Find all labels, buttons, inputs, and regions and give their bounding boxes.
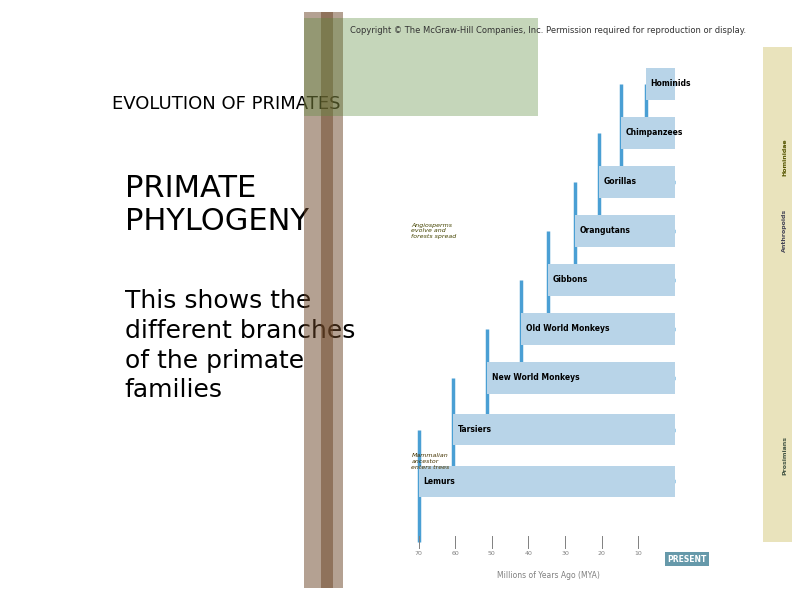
Bar — [575, 215, 675, 247]
Text: Mammalian
ancestor
enters trees: Mammalian ancestor enters trees — [411, 453, 450, 470]
Text: 50: 50 — [488, 551, 496, 556]
Bar — [321, 12, 343, 588]
Text: Hominidae: Hominidae — [782, 139, 787, 176]
Bar — [599, 166, 675, 198]
Text: Millions of Years Ago (MYA): Millions of Years Ago (MYA) — [497, 571, 599, 580]
Text: 30: 30 — [561, 551, 569, 556]
Text: Gorillas: Gorillas — [604, 178, 637, 187]
Bar — [418, 466, 675, 497]
Bar — [548, 264, 675, 296]
Text: Orangutans: Orangutans — [580, 226, 630, 235]
Text: Chimpanzees: Chimpanzees — [626, 128, 683, 137]
Text: 60: 60 — [451, 551, 459, 556]
Text: Gibbons: Gibbons — [553, 275, 588, 284]
Text: 70: 70 — [414, 551, 422, 556]
Bar — [304, 18, 538, 116]
Text: New World Monkeys: New World Monkeys — [492, 373, 579, 382]
Bar — [521, 313, 675, 344]
Text: PRESENT: PRESENT — [667, 554, 706, 564]
Text: Angiosperms
evolve and
forests spread: Angiosperms evolve and forests spread — [411, 223, 457, 239]
Text: Anthropoids: Anthropoids — [782, 209, 787, 253]
Bar — [762, 47, 792, 542]
Text: Lemurs: Lemurs — [423, 477, 455, 486]
Text: Copyright © The McGraw-Hill Companies, Inc. Permission required for reproduction: Copyright © The McGraw-Hill Companies, I… — [350, 26, 746, 35]
Text: Old World Monkeys: Old World Monkeys — [526, 324, 610, 334]
Bar — [487, 362, 675, 394]
Bar — [453, 414, 675, 445]
Text: 40: 40 — [525, 551, 533, 556]
Bar — [622, 117, 675, 149]
Text: PRIMATE
PHYLOGENY: PRIMATE PHYLOGENY — [125, 173, 309, 236]
Text: 10: 10 — [634, 551, 642, 556]
Bar — [646, 68, 675, 100]
Text: 20: 20 — [598, 551, 606, 556]
Bar — [304, 12, 334, 588]
Text: Prosimians: Prosimians — [782, 436, 787, 475]
Text: EVOLUTION OF PRIMATES: EVOLUTION OF PRIMATES — [112, 95, 341, 113]
Text: This shows the
different branches
of the primate
families: This shows the different branches of the… — [125, 289, 355, 402]
Text: Hominids: Hominids — [650, 79, 691, 88]
Text: Tarsiers: Tarsiers — [458, 425, 492, 434]
